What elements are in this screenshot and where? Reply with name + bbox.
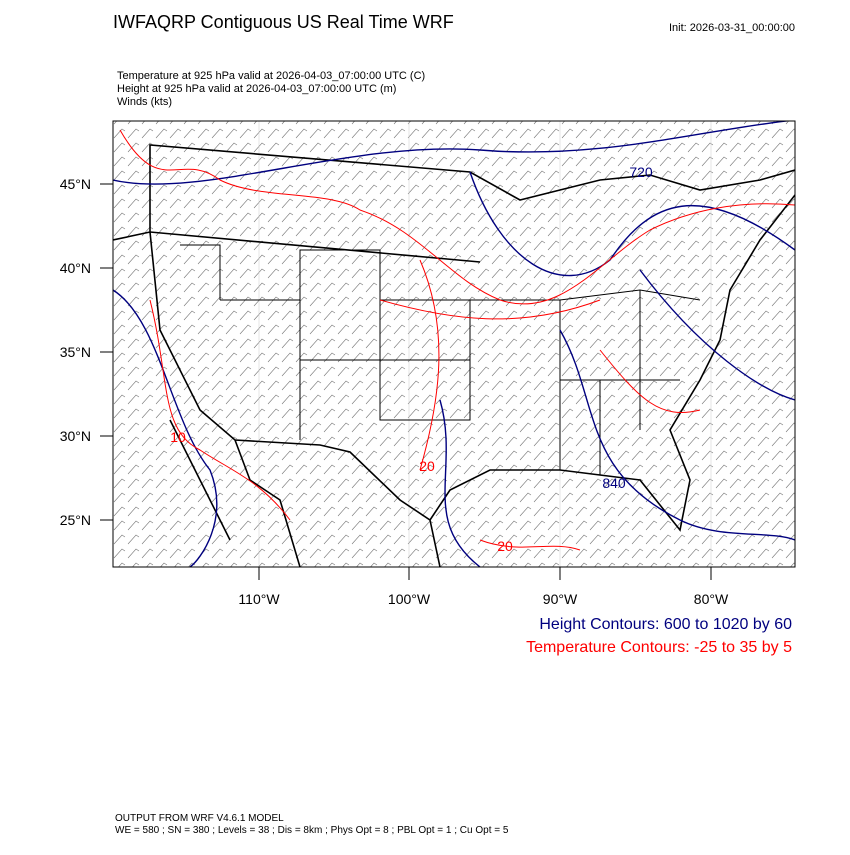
state-borders	[180, 244, 701, 475]
footer-line: OUTPUT FROM WRF V4.6.1 MODEL	[115, 813, 284, 824]
lon-label: 110°W	[238, 591, 280, 607]
field-label: Height at 925 hPa valid at 2026-04-03_07…	[117, 83, 396, 95]
field-label: Temperature at 925 hPa valid at 2026-04-…	[117, 70, 425, 82]
temperature-contour-label: 10	[170, 429, 186, 445]
lat-label: 30°N	[60, 428, 91, 444]
lat-label: 35°N	[60, 344, 91, 360]
lat-labels: 45°N 40°N 35°N 30°N 25°N	[60, 176, 91, 528]
temperature-contour-label: 20	[419, 458, 435, 474]
field-label: Winds (kts)	[117, 96, 172, 108]
temperature-contour-label: 20	[497, 538, 513, 554]
lat-label: 40°N	[60, 260, 91, 276]
map-area: 720 840 20 20 10	[113, 121, 795, 567]
lon-label: 80°W	[694, 591, 729, 607]
lat-label: 45°N	[60, 176, 91, 192]
legend-height: Height Contours: 600 to 1020 by 60	[539, 616, 792, 633]
init-time: Init: 2026-03-31_00:00:00	[669, 22, 795, 34]
map-frame	[112, 120, 796, 568]
ticks	[100, 183, 712, 580]
lon-labels: 110°W 100°W 90°W 80°W	[238, 591, 729, 607]
lat-label: 25°N	[60, 512, 91, 528]
lon-label: 100°W	[388, 591, 431, 607]
legend-temperature: Temperature Contours: -25 to 35 by 5	[526, 639, 792, 656]
wind-barbs	[113, 121, 795, 567]
footer-line: WE = 580 ; SN = 380 ; Levels = 38 ; Dis …	[115, 825, 509, 836]
height-contour-label: 720	[629, 164, 653, 180]
temperature-contours	[119, 129, 795, 551]
title: IWFAQRP Contiguous US Real Time WRF	[113, 12, 454, 32]
lon-label: 90°W	[543, 591, 578, 607]
height-contour-label: 840	[602, 475, 626, 491]
